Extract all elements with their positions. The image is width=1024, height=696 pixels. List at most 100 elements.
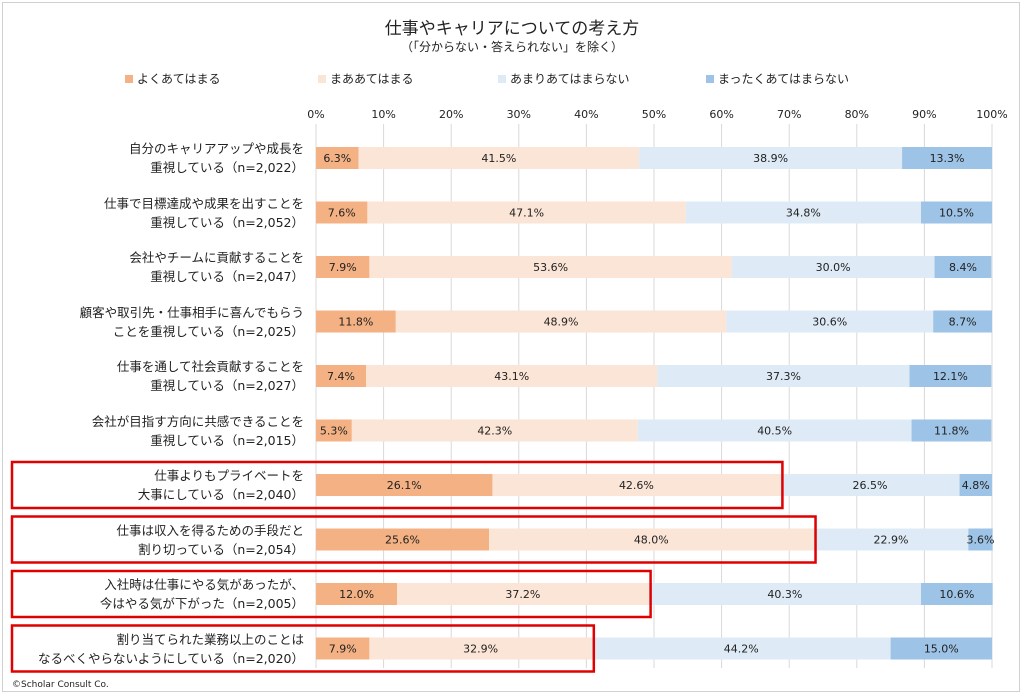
category-label-line: 重視している（n=2,052）	[150, 214, 304, 230]
data-label: 40.5%	[757, 425, 792, 438]
data-label: 42.6%	[619, 479, 654, 492]
legend-item: まああてはまる	[318, 70, 414, 87]
bar-segment	[316, 528, 490, 551]
bar-segment	[369, 637, 592, 660]
data-label: 32.9%	[463, 643, 498, 656]
legend-label: あまりあてはまらない	[510, 72, 630, 86]
category-label-line: 会社が目指す方向に共感できることを	[91, 413, 304, 429]
bar-segment	[959, 474, 992, 496]
legend-label: よくあてはまる	[137, 72, 221, 86]
bar-segment	[366, 365, 658, 387]
data-label: 42.3%	[477, 425, 512, 438]
data-label: 13.3%	[930, 152, 965, 165]
bar-segment	[921, 583, 993, 605]
bar-segment	[639, 147, 903, 169]
bar-segment	[316, 419, 352, 442]
data-label: 3.6%	[967, 534, 995, 547]
data-label: 12.1%	[933, 370, 968, 383]
chart-title: 仕事やキャリアについての考え方	[384, 19, 640, 39]
x-tick-label: 80%	[845, 108, 869, 121]
category-label-line: 重視している（n=2,047）	[150, 269, 304, 284]
category-label-line: ことを重視している（n=2,025）	[112, 323, 304, 339]
data-label: 7.4%	[327, 370, 355, 383]
category-label-line: 仕事よりもプライベートを	[154, 468, 304, 483]
data-label: 15.0%	[924, 643, 959, 656]
x-tick-label: 20%	[439, 108, 463, 121]
legend-swatch	[706, 74, 714, 83]
data-label: 5.3%	[320, 425, 348, 438]
legend-item: よくあてはまる	[125, 70, 221, 87]
legend-label: まったくあてはまらない	[718, 72, 850, 86]
data-label: 37.3%	[766, 370, 801, 383]
legend-label: まああてはまる	[330, 72, 414, 86]
category-label-line: 会社やチームに貢献することを	[129, 250, 304, 265]
bar-segment	[933, 310, 992, 333]
x-tick-label: 90%	[912, 108, 936, 121]
data-label: 6.3%	[323, 152, 351, 165]
data-label: 10.6%	[939, 588, 974, 601]
bar-segment	[648, 583, 922, 605]
data-label: 8.4%	[949, 261, 977, 274]
category-label: 仕事を通して社会貢献することを 重視している（n=2,027）	[14, 357, 304, 395]
data-label: 4.8%	[962, 479, 990, 492]
bar-segment	[358, 147, 640, 169]
bar-segment	[316, 474, 493, 496]
data-label: 26.1%	[387, 479, 422, 492]
category-label: 仕事で目標達成や成果を出すことを 重視している（n=2,052）	[14, 194, 304, 232]
highlight-box	[10, 515, 817, 564]
bar-segment	[316, 256, 370, 278]
highlight-box	[10, 624, 596, 673]
data-label: 43.1%	[494, 370, 529, 383]
data-label: 40.3%	[767, 588, 802, 601]
x-tick-label: 70%	[777, 108, 801, 121]
chart-subtitle: （「分からない・答えられない」を除く）	[400, 40, 623, 54]
data-label: 12.0%	[339, 588, 374, 601]
x-tick-label: 40%	[574, 108, 598, 121]
data-label: 8.7%	[949, 316, 977, 329]
x-tick-label: 10%	[371, 108, 395, 121]
legend-swatch	[498, 74, 506, 83]
data-label: 41.5%	[481, 152, 516, 165]
x-tick-label: 30%	[507, 108, 531, 121]
category-label: 自分のキャリアアップや成長を重視している（n=2,022）	[14, 139, 304, 177]
category-label-line: 自分のキャリアアップや成長を	[128, 141, 304, 156]
bar-segment	[492, 474, 781, 496]
copyright: ©Scholar Consult Co.	[12, 680, 109, 690]
category-label: 仕事よりもプライベートを 大事にしている（n=2,040）	[14, 466, 304, 504]
bar-segment	[316, 365, 367, 387]
data-label: 7.6%	[328, 207, 356, 220]
category-label-line: 重視している（n=2,022）	[150, 160, 304, 175]
bar-segment	[780, 474, 960, 496]
x-tick-label: 60%	[709, 108, 733, 121]
category-label-line: 顧客や取引先・仕事相手に喜んでもらう	[79, 304, 304, 320]
category-label-line: 入社時は仕事にやる気があったが、	[104, 577, 304, 592]
bar-segment	[316, 637, 370, 660]
data-label: 11.8%	[338, 316, 373, 329]
data-label: 22.9%	[873, 534, 908, 547]
bar-segment	[489, 528, 814, 551]
category-label-line: 割り切っている（n=2,054）	[137, 541, 304, 557]
bar-segment	[591, 637, 891, 660]
x-tick-label: 0%	[307, 108, 324, 121]
category-label: 仕事は収入を得るための手段だと割り切っている（n=2,054）	[14, 521, 304, 559]
category-label-line: 割り当てられた業務以上のことは	[116, 631, 304, 647]
highlight-box	[10, 569, 652, 619]
bar-segment	[731, 256, 935, 278]
data-label: 30.6%	[812, 316, 847, 329]
bar-segment	[890, 637, 992, 660]
bar-segment	[813, 528, 969, 551]
category-label: 会社が目指す方向に共感できることを 重視している（n=2,015）	[14, 412, 304, 450]
bar-segment	[685, 201, 922, 224]
bar-segment	[351, 419, 638, 442]
data-label: 38.9%	[753, 152, 788, 165]
bar-segment	[637, 419, 912, 442]
data-label: 11.8%	[934, 425, 969, 438]
bar-segment	[934, 256, 992, 278]
category-label-line: 仕事は収入を得るための手段だと	[116, 522, 304, 538]
bar-segment	[316, 310, 396, 333]
data-label: 7.9%	[329, 643, 357, 656]
data-label: 25.6%	[385, 534, 420, 547]
category-label: 割り当てられた業務以上のことは なるべくやらないようにしている（n=2,020）	[14, 630, 304, 668]
